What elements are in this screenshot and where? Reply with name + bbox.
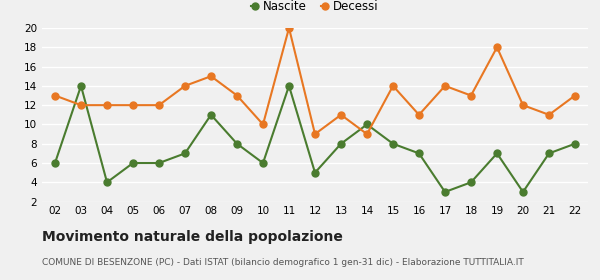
Decessi	[571, 94, 578, 97]
Nascite	[467, 181, 475, 184]
Decessi	[467, 94, 475, 97]
Decessi	[155, 104, 163, 107]
Decessi	[311, 132, 319, 136]
Nascite	[389, 142, 397, 145]
Nascite	[337, 142, 344, 145]
Decessi	[103, 104, 110, 107]
Nascite	[311, 171, 319, 174]
Decessi	[493, 46, 500, 49]
Nascite	[208, 113, 215, 116]
Text: COMUNE DI BESENZONE (PC) - Dati ISTAT (bilancio demografico 1 gen-31 dic) - Elab: COMUNE DI BESENZONE (PC) - Dati ISTAT (b…	[42, 258, 524, 267]
Decessi	[77, 104, 85, 107]
Decessi	[130, 104, 137, 107]
Nascite	[130, 161, 137, 165]
Legend: Nascite, Decessi: Nascite, Decessi	[247, 0, 383, 18]
Decessi	[415, 113, 422, 116]
Decessi	[520, 104, 527, 107]
Decessi	[259, 123, 266, 126]
Decessi	[286, 26, 293, 30]
Nascite	[77, 84, 85, 88]
Nascite	[155, 161, 163, 165]
Decessi	[364, 132, 371, 136]
Nascite	[493, 152, 500, 155]
Nascite	[103, 181, 110, 184]
Nascite	[364, 123, 371, 126]
Nascite	[52, 161, 59, 165]
Decessi	[181, 84, 188, 88]
Nascite	[442, 190, 449, 194]
Nascite	[415, 152, 422, 155]
Decessi	[545, 113, 553, 116]
Text: Movimento naturale della popolazione: Movimento naturale della popolazione	[42, 230, 343, 244]
Decessi	[208, 74, 215, 78]
Nascite	[545, 152, 553, 155]
Nascite	[286, 84, 293, 88]
Decessi	[389, 84, 397, 88]
Nascite	[259, 161, 266, 165]
Decessi	[442, 84, 449, 88]
Nascite	[520, 190, 527, 194]
Nascite	[233, 142, 241, 145]
Decessi	[337, 113, 344, 116]
Decessi	[233, 94, 241, 97]
Line: Nascite: Nascite	[52, 82, 578, 195]
Nascite	[571, 142, 578, 145]
Line: Decessi: Decessi	[52, 25, 578, 137]
Nascite	[181, 152, 188, 155]
Decessi	[52, 94, 59, 97]
